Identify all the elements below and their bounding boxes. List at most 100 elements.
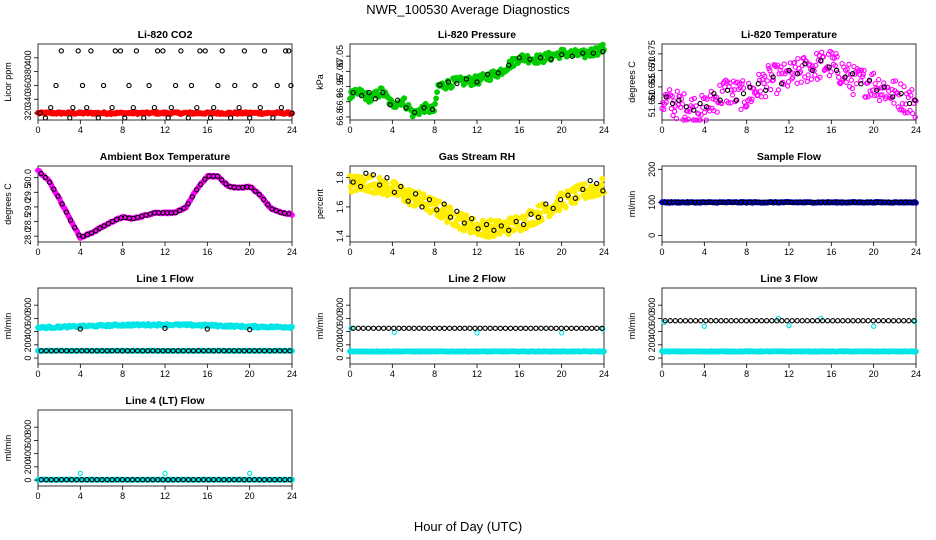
li820-temperature-detail-point xyxy=(763,84,770,90)
line-4-lt-flow-average-point xyxy=(84,477,90,483)
line-4-lt-flow-average-point xyxy=(63,477,70,483)
line-4-lt-flow-xtick-label: 8 xyxy=(120,491,125,501)
line-2-flow-average-point xyxy=(426,325,432,331)
li820-temperature-detail-point xyxy=(695,111,702,117)
line-3-flow-average-point xyxy=(672,318,678,324)
li820-temperature-detail-point xyxy=(739,81,745,87)
line-4-lt-flow-average-point xyxy=(206,477,212,483)
li820-temperature-detail-point xyxy=(694,117,700,123)
ambient-box-temperature-average-point xyxy=(109,218,116,225)
li820-temperature-detail-point xyxy=(901,83,907,90)
li820-temperature-detail-point xyxy=(853,80,860,87)
line-3-flow-average-point xyxy=(906,318,912,324)
ambient-box-temperature-average-point xyxy=(88,230,95,236)
li820-pressure-ytick-label: 66.95 xyxy=(335,75,345,98)
sample-flow-xtick-label: 8 xyxy=(744,247,749,257)
li820-co2-average-point xyxy=(48,104,54,111)
line-3-flow-xtick-label: 12 xyxy=(784,369,794,379)
line-3-flow-xtick-label: 24 xyxy=(911,369,921,379)
line-4-lt-flow-ytick-label: 200 xyxy=(23,459,33,474)
li820-co2-average-point xyxy=(278,104,285,111)
line-2-flow-detail-high-point xyxy=(348,325,354,331)
li820-temperature-detail-point xyxy=(761,80,767,87)
line-3-flow-average-point xyxy=(875,318,882,324)
line-4-lt-flow-frame xyxy=(37,409,293,487)
line-1-flow-average-low-point xyxy=(155,348,161,354)
line-3-flow-ylabel: ml/min xyxy=(627,313,637,340)
figure-title: NWR_100530 Average Diagnostics xyxy=(366,2,570,17)
ambient-box-temperature-average-point xyxy=(172,210,179,216)
line-1-flow-average-low-point xyxy=(119,348,126,354)
line-2-flow-average-point xyxy=(492,325,498,331)
li820-co2-average-point xyxy=(95,115,101,121)
line-4-lt-flow-average-point xyxy=(109,477,115,483)
li820-temperature-xtick-label: 4 xyxy=(702,125,707,135)
li820-co2-average-point xyxy=(257,104,263,111)
line-4-lt-flow-title: Line 4 (LT) Flow xyxy=(125,395,205,407)
line-3-flow-average-point xyxy=(708,318,714,324)
line-2-flow-average-point xyxy=(487,325,493,331)
line-3-flow-average-point xyxy=(860,318,866,324)
li820-co2-average-point xyxy=(232,82,238,89)
li820-temperature-detail-point xyxy=(683,117,689,123)
line-4-lt-flow-panel: Line 4 (LT) Flow ml/min 0 4 8 12 16 20 24 0 200400… xyxy=(3,395,297,501)
line-4-lt-flow-average-point xyxy=(114,477,120,483)
line-4-lt-flow-average-point xyxy=(231,477,237,483)
ambient-box-temperature-average-point xyxy=(273,207,279,214)
line-1-flow-average-low-point xyxy=(170,348,176,354)
line-2-flow-average-point xyxy=(543,325,549,331)
li820-temperature-detail-point xyxy=(891,100,897,106)
li820-temperature-average-point xyxy=(818,57,824,64)
ambient-box-temperature-average-point xyxy=(55,193,61,199)
li820-temperature-detail-point xyxy=(858,78,864,84)
line-1-flow-average-low-point xyxy=(124,348,131,354)
line-1-flow-average-low-point xyxy=(180,348,186,354)
li820-temperature-detail-point xyxy=(902,110,908,116)
line-1-flow-average-low-point xyxy=(175,348,181,354)
li820-temperature-detail-point xyxy=(725,100,731,106)
li820-temperature-average-point xyxy=(849,71,856,77)
li820-temperature-detail-point xyxy=(832,63,838,69)
li820-temperature-detail-point xyxy=(674,88,680,94)
line-2-flow-average-point xyxy=(599,325,605,331)
ambient-box-temperature-average-point xyxy=(214,173,221,179)
li820-pressure-detail-point xyxy=(432,101,438,107)
ambient-box-temperature-average-point xyxy=(189,194,195,200)
ambient-box-temperature-average-point xyxy=(185,201,191,207)
line-2-flow-average-point xyxy=(396,325,402,331)
gas-stream-rh-average-point xyxy=(363,170,369,176)
gas-stream-rh-ytick-label: 1.8 xyxy=(335,171,345,184)
li820-temperature-detail-point xyxy=(691,95,697,102)
sample-flow-xtick-label: 0 xyxy=(659,247,664,257)
li820-temperature-detail-point xyxy=(848,77,855,83)
li820-temperature-detail-point xyxy=(671,98,677,104)
line-1-flow-xtick-label: 4 xyxy=(78,369,83,379)
gas-stream-rh-average-point xyxy=(498,223,504,229)
line-4-lt-flow-xaxis: 0 4 8 12 16 20 24 xyxy=(35,486,297,501)
line-2-flow-xtick-label: 0 xyxy=(347,369,352,379)
li820-pressure-average-point xyxy=(350,89,356,96)
li820-temperature-detail-point xyxy=(757,88,764,94)
li820-temperature-average-point xyxy=(858,81,864,87)
line-2-flow-series-detail-low xyxy=(347,348,607,355)
line-2-flow-xtick-label: 16 xyxy=(514,369,524,379)
li820-temperature-series-average xyxy=(663,57,918,113)
ambient-box-temperature-average-point xyxy=(46,179,53,185)
line-4-lt-flow-average-point xyxy=(145,477,151,483)
li820-temperature-average-point xyxy=(794,71,801,77)
li820-temperature-detail-point xyxy=(899,101,906,107)
li820-co2-average-point xyxy=(247,115,253,121)
li820-pressure-average-point xyxy=(474,79,480,85)
li820-temperature-detail-point xyxy=(831,55,838,61)
line-2-flow-average-point xyxy=(528,325,534,331)
line-1-flow-average-high-point xyxy=(247,326,253,333)
sample-flow-xtick-label: 16 xyxy=(826,247,836,257)
line-1-flow-average-low-point xyxy=(236,348,242,354)
li820-temperature-detail-point xyxy=(794,80,800,86)
line-3-flow-average-point xyxy=(870,318,876,324)
ambient-box-temperature-title: Ambient Box Temperature xyxy=(100,151,231,163)
line-4-lt-flow-series-average xyxy=(38,477,293,483)
li820-temperature-ytick-label: 51.660 xyxy=(647,90,657,118)
li820-co2-average-point xyxy=(154,48,161,54)
line-3-flow-title: Line 3 Flow xyxy=(760,273,818,285)
